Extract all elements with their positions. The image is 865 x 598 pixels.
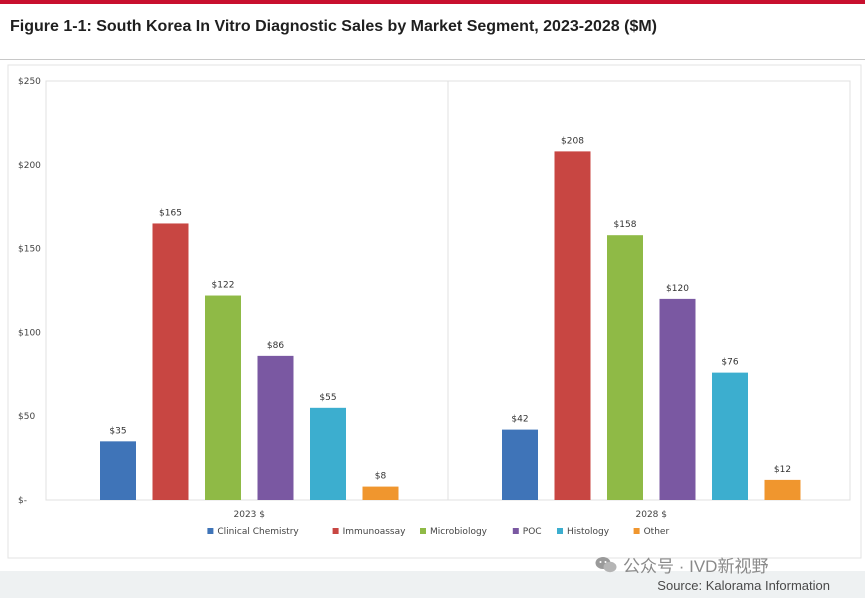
title-divider xyxy=(0,59,865,60)
bar xyxy=(310,407,346,500)
top-accent-bar xyxy=(0,0,865,4)
legend-label: Other xyxy=(644,527,670,537)
bar xyxy=(362,486,399,500)
watermark-text: 公众号 · IVD新视野 xyxy=(623,557,769,576)
x-category-label: 2023 $ xyxy=(234,510,266,520)
bar xyxy=(712,372,748,500)
bar xyxy=(100,441,136,500)
y-tick-label: $150 xyxy=(18,245,41,255)
x-category-label: 2028 $ xyxy=(636,510,668,520)
legend-swatch xyxy=(332,528,339,534)
bar-chart: $- $50 $100 $150 $200 $250 $35 $165 $122 $86 $55 $8… xyxy=(7,64,862,559)
bar xyxy=(764,479,801,500)
legend-swatch xyxy=(633,528,640,534)
y-tick-label: $- xyxy=(18,496,27,506)
bar xyxy=(205,295,241,500)
legend-swatch xyxy=(557,528,563,534)
source-note: Source: Kalorama Information xyxy=(657,578,830,593)
data-label: $122 xyxy=(212,281,235,291)
legend-swatch xyxy=(512,528,519,534)
watermark: 公众号 · IVD新视野 xyxy=(595,552,768,577)
legend-swatch xyxy=(207,528,214,534)
legend-label: Histology xyxy=(567,527,610,537)
legend-label: Microbiology xyxy=(430,527,488,537)
legend-swatch xyxy=(420,528,426,534)
data-label: $158 xyxy=(614,220,637,230)
data-label: $12 xyxy=(774,465,791,475)
data-label: $208 xyxy=(561,136,584,146)
data-label: $76 xyxy=(721,358,738,368)
data-label: $120 xyxy=(666,284,689,294)
wechat-icon xyxy=(595,556,617,572)
data-label: $165 xyxy=(159,208,182,218)
data-label: $86 xyxy=(267,341,284,351)
y-tick-label: $250 xyxy=(18,77,41,87)
legend-label: POC xyxy=(523,527,542,537)
bar xyxy=(502,429,538,500)
data-label: $8 xyxy=(375,472,387,482)
data-label: $55 xyxy=(319,393,336,403)
legend-label: Clinical Chemistry xyxy=(217,527,299,537)
data-label: $42 xyxy=(511,415,528,425)
chart-border xyxy=(7,64,862,559)
y-tick-label: $50 xyxy=(18,412,35,422)
bar xyxy=(152,223,189,500)
footer-band xyxy=(0,571,865,598)
bar xyxy=(257,355,294,500)
bar xyxy=(554,151,591,500)
y-tick-label: $200 xyxy=(18,161,41,171)
bar xyxy=(659,298,696,500)
figure-title: Figure 1-1: South Korea In Vitro Diagnos… xyxy=(10,18,657,35)
y-tick-label: $100 xyxy=(18,328,41,338)
bar xyxy=(607,235,643,500)
legend-label: Immunoassay xyxy=(343,527,407,537)
data-label: $35 xyxy=(109,426,126,436)
